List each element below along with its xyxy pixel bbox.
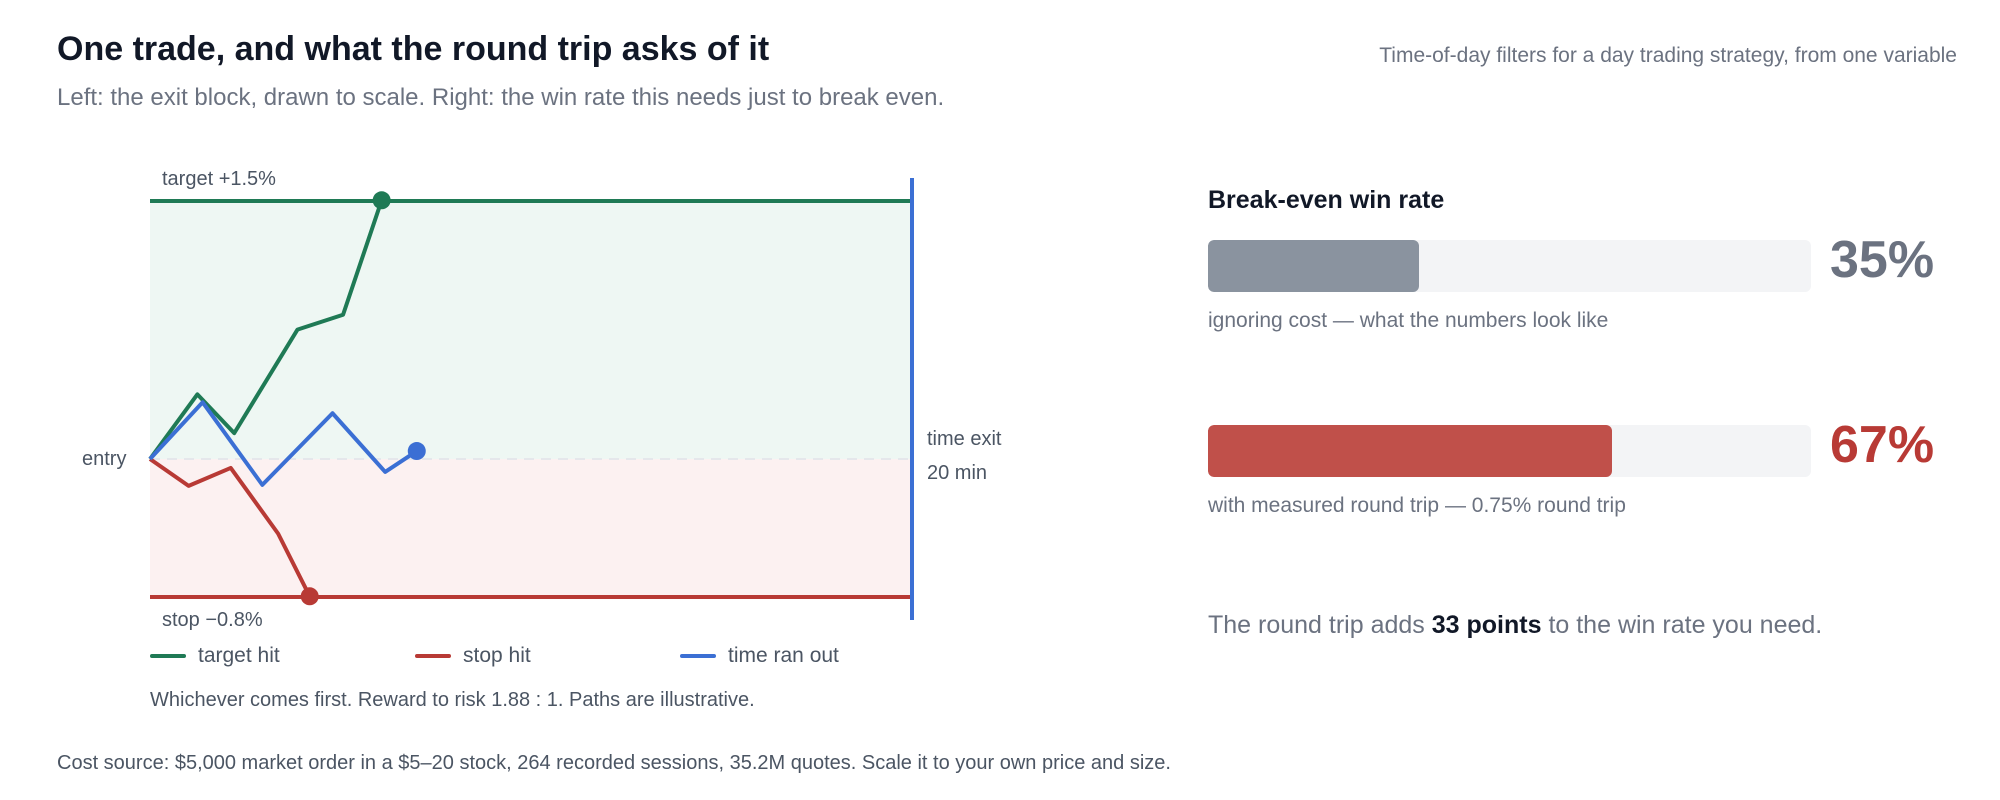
cost-source-footnote: Cost source: $5,000 market order in a $5…	[57, 752, 1171, 774]
summary-pre: The round trip adds	[1208, 611, 1432, 639]
bar-track-with-cost	[1208, 425, 1811, 477]
legend-item-time-ran-out: time ran out	[680, 644, 839, 668]
target-hit-marker	[372, 191, 391, 210]
time-exit-marker	[407, 442, 426, 461]
summary-post: to the win rate you need.	[1541, 611, 1823, 639]
legend-label: time ran out	[728, 644, 839, 667]
page-title: One trade, and what the round trip asks …	[57, 30, 770, 68]
bar-track-ignoring-cost	[1208, 240, 1811, 292]
series-kicker: Time-of-day filters for a day trading st…	[1379, 44, 1957, 67]
time-exit-label: time exit	[927, 428, 1002, 450]
time-ran-out-path	[148, 400, 418, 487]
bar-fill-ignoring-cost	[1208, 240, 1420, 292]
bar-note-ignoring-cost: ignoring cost — what the numbers look li…	[1208, 309, 1609, 332]
legend-label: target hit	[198, 644, 280, 667]
time-exit-minutes: 20 min	[927, 462, 988, 484]
entry-label: entry	[82, 448, 127, 470]
page-subtitle: Left: the exit block, drawn to scale. Ri…	[57, 84, 945, 111]
diagram-caption: Whichever comes first. Reward to risk 1.…	[150, 689, 755, 711]
legend-swatch	[680, 654, 716, 658]
diagram-legend: target hit stop hit time ran out	[150, 644, 839, 668]
summary-text: The round trip adds 33 points to the win…	[1208, 611, 1822, 640]
legend-item-target-hit: target hit	[150, 644, 415, 668]
stop-label: stop −0.8%	[162, 609, 263, 631]
legend-item-stop-hit: stop hit	[415, 644, 680, 668]
bar-fill-with-cost	[1208, 425, 1612, 477]
legend-swatch	[150, 654, 186, 658]
stop-hit-path	[148, 457, 312, 598]
bar-value-ignoring-cost: 35%	[1830, 231, 1935, 289]
stop-hit-marker	[300, 587, 319, 606]
summary-points: 33 points	[1431, 611, 1542, 639]
legend-label: stop hit	[463, 644, 531, 667]
legend-swatch	[415, 654, 451, 658]
target-zone	[150, 201, 912, 459]
stop-zone	[150, 459, 912, 597]
target-label: target +1.5%	[162, 168, 276, 190]
bar-value-with-cost: 67%	[1830, 416, 1935, 474]
break-even-title: Break-even win rate	[1208, 186, 1445, 214]
target-hit-path	[148, 199, 384, 461]
bar-note-with-cost: with measured round trip — 0.75% round t…	[1208, 494, 1626, 517]
